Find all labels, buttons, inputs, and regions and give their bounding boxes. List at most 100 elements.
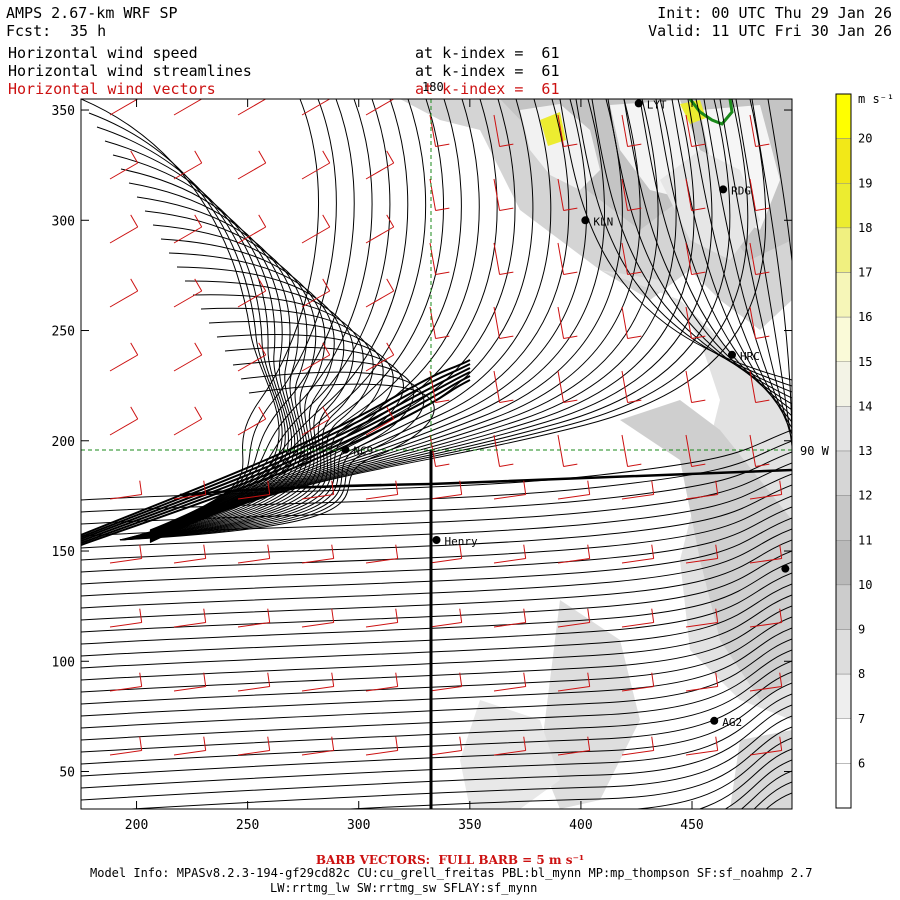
colorbar-label: 11 (858, 533, 872, 547)
wind-barb-feather (203, 544, 207, 559)
wind-barb-feather (435, 399, 450, 404)
wind-barb (173, 622, 206, 628)
wind-barb (301, 558, 334, 564)
wind-barb-feather (587, 480, 591, 495)
wind-barb-feather (435, 463, 450, 468)
wind-barb-feather (386, 278, 395, 292)
station-label: KLN (593, 215, 613, 228)
wind-barb (109, 99, 138, 116)
wind-barb-feather (203, 736, 207, 751)
wind-barb (493, 686, 526, 692)
field-level-speed: at k-index = 61 (415, 44, 560, 62)
wind-barb (557, 306, 565, 339)
station-label: NC9 (353, 445, 373, 458)
wind-barb-feather (651, 480, 655, 495)
wind-barb-feather (499, 399, 514, 404)
wind-barb-feather (139, 672, 143, 687)
field-name-vectors: Horizontal wind vectors (8, 80, 216, 98)
wind-barb-feather (194, 278, 203, 292)
streamline (149, 99, 695, 541)
wind-barb-feather (331, 480, 335, 495)
streamline (179, 468, 792, 497)
wind-barb (493, 242, 501, 275)
streamline (740, 770, 792, 809)
wind-barb (557, 558, 590, 564)
wind-barb-feather (201, 99, 202, 100)
streamline (559, 99, 792, 381)
wind-barb-feather (386, 406, 395, 420)
wind-barb (173, 558, 206, 564)
wind-barb-feather (395, 736, 399, 751)
streamline (81, 572, 792, 657)
streamline (149, 99, 462, 535)
streamline (81, 506, 792, 585)
valid-time: Valid: 11 UTC Fri 30 Jan 26 (648, 22, 892, 40)
wind-barb-feather (139, 544, 143, 559)
wind-barb-feather (435, 271, 450, 276)
wind-barb (557, 622, 590, 628)
wind-barb (173, 290, 202, 308)
model-info-physics: LW:rrtmg_lw SW:rrtmg_sw SFLAY:sf_mynn (270, 881, 538, 895)
wind-barb (493, 750, 526, 756)
colorbar-label: 7 (858, 712, 865, 726)
streamline (719, 99, 792, 441)
wind-barb (365, 162, 394, 180)
wind-barb-feather (258, 278, 267, 292)
wind-barb (365, 750, 398, 756)
station-marker (728, 350, 737, 359)
colorbar-unit: m s⁻¹ (858, 92, 894, 106)
station-marker (634, 99, 643, 108)
wind-barb-feather (755, 399, 770, 404)
wind-barb (749, 114, 757, 147)
wind-barb (557, 370, 565, 403)
init-time: Init: 00 UTC Thu 29 Jan 26 (657, 4, 892, 22)
wind-barb (685, 178, 693, 211)
wind-barb-feather (691, 271, 706, 276)
streamline (81, 495, 792, 573)
wind-barb-feather (627, 271, 642, 276)
station-label: LYT (647, 98, 667, 111)
colorbar-label: 10 (858, 578, 872, 592)
wind-barb-feather (331, 672, 335, 687)
wind-barb (621, 242, 629, 275)
wind-barb-feather (322, 278, 331, 292)
stations: LYT RDG KLN HRC NC9 Henry AG2 (341, 98, 790, 729)
wind-barb-feather (435, 143, 450, 148)
streamline (81, 605, 792, 693)
streamline (639, 99, 792, 411)
streamline (724, 759, 792, 809)
wind-barb-feather (779, 672, 783, 687)
wind-barb-feather (499, 143, 514, 148)
wind-barb-feather (651, 672, 655, 687)
y-tick-label: 150 (52, 545, 75, 560)
colorbar-frame (835, 93, 852, 809)
wind-barb (749, 494, 782, 500)
wind-barb-feather (194, 214, 203, 228)
wind-barb (685, 494, 718, 500)
wind-barb (301, 686, 334, 692)
wind-barb (365, 290, 394, 308)
wind-barb-feather (435, 207, 450, 212)
wind-barb-feather (194, 342, 203, 356)
wind-barb-feather (139, 480, 143, 495)
wind-barb (557, 434, 565, 467)
wind-barb (493, 114, 501, 147)
colorbar-cell (835, 450, 852, 496)
x-tick-label: 250 (236, 818, 259, 833)
wind-barb (365, 226, 394, 244)
colorbar-cell (835, 183, 852, 229)
wind-barb (173, 99, 202, 116)
wind-barb (621, 494, 654, 500)
colorbar-label: 15 (858, 355, 872, 369)
meridian-label: 180 (422, 80, 444, 94)
wind-barb (493, 558, 526, 564)
wind-barb-feather (329, 99, 330, 100)
wind-barb (557, 750, 590, 756)
wind-barb-feather (265, 99, 266, 100)
streamline (630, 737, 792, 809)
wind-barb-feather (755, 271, 770, 276)
wind-barb (109, 290, 138, 308)
colorbar-cell (835, 227, 852, 273)
wind-barb-feather (130, 278, 139, 292)
y-tick-label: 300 (52, 214, 75, 229)
